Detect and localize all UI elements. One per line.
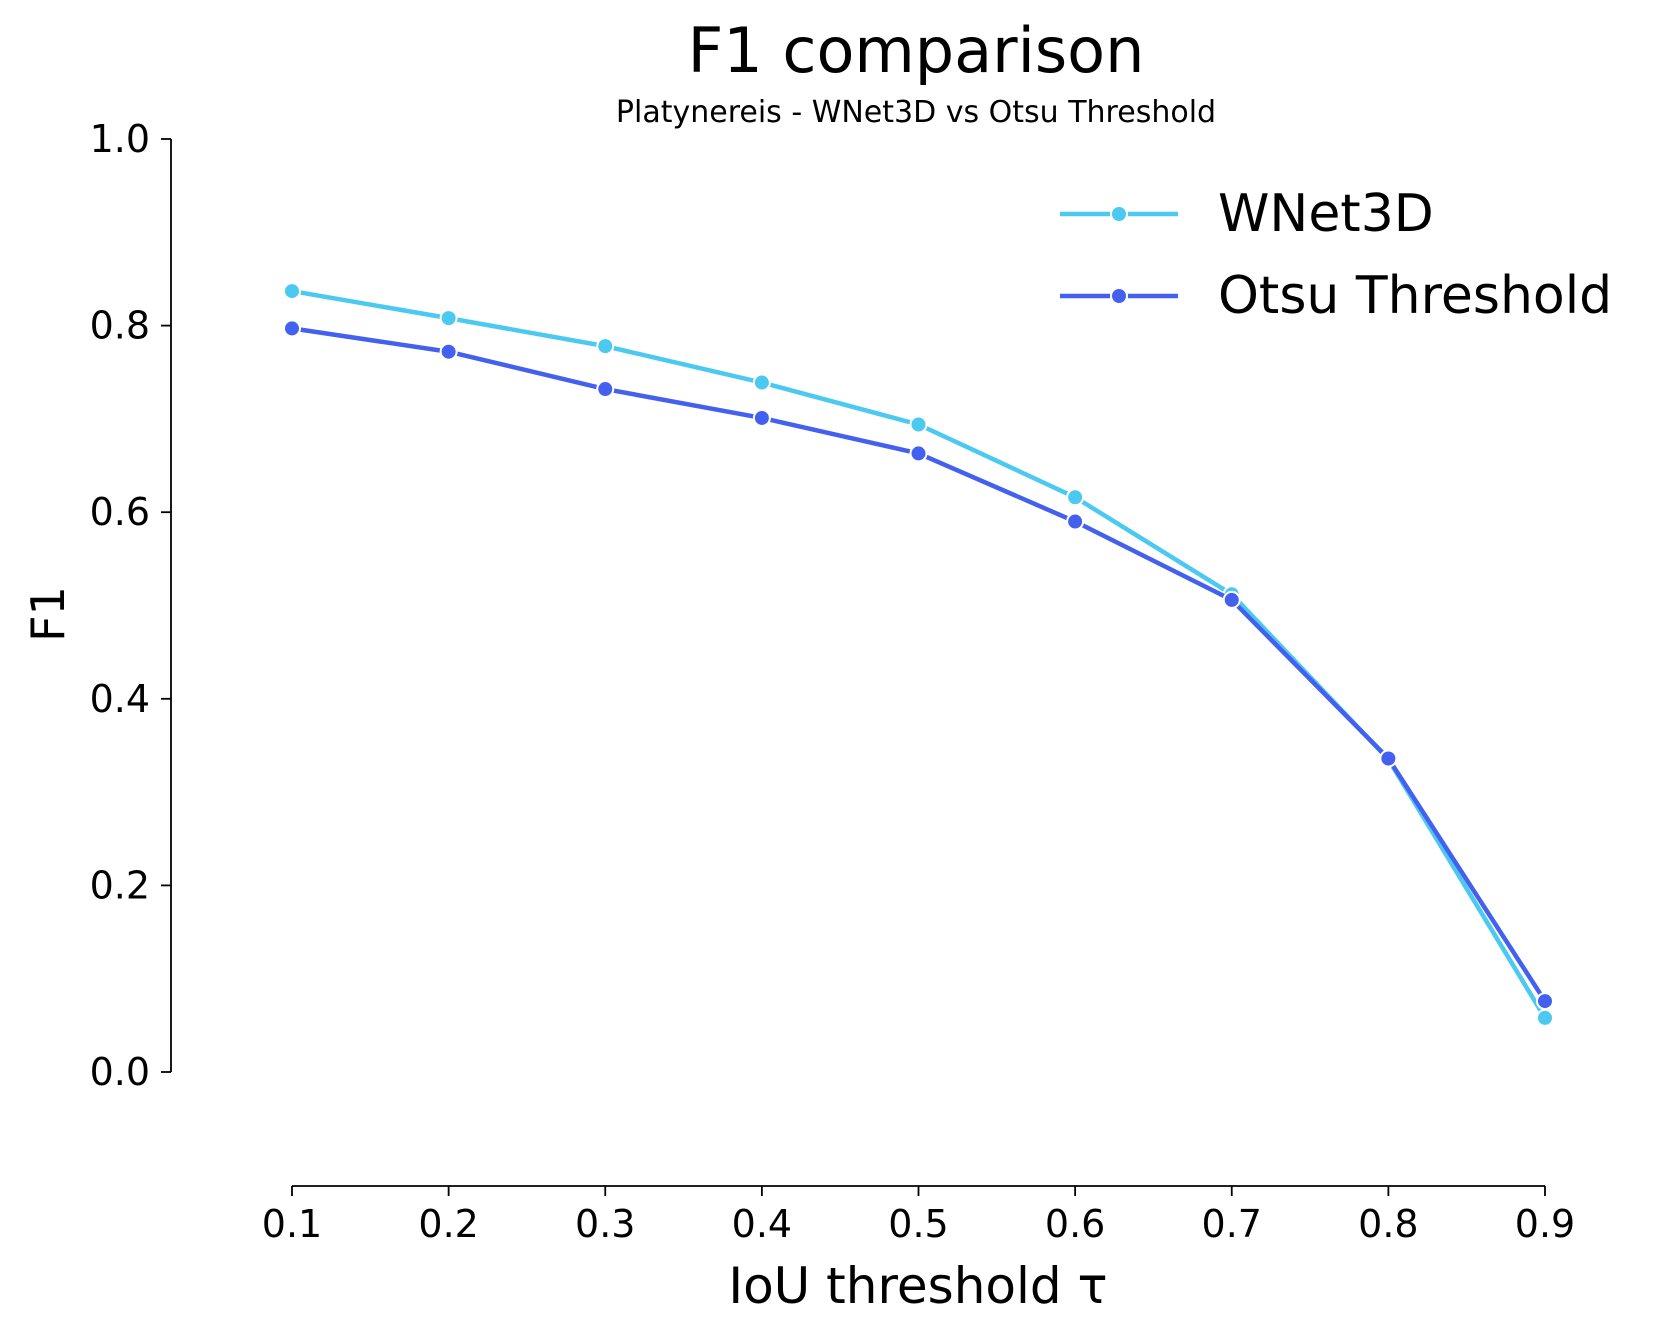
y-tick-label: 1.0 bbox=[90, 117, 150, 161]
y-tick-label: 0.2 bbox=[90, 863, 150, 907]
y-tick-label: 0.4 bbox=[90, 677, 150, 721]
x-tick-group: 0.1 0.2 0.3 0.4 0.5 0.6 0.7 0.8 0.9 bbox=[262, 1186, 1575, 1246]
data-point-otsu-threshold bbox=[596, 380, 615, 399]
legend-label-otsu: Otsu Threshold bbox=[1218, 266, 1612, 326]
data-point-wnet3d bbox=[283, 282, 301, 301]
data-point-otsu-threshold bbox=[1536, 992, 1554, 1011]
y-tick-group: 0.0 0.2 0.4 0.6 0.8 1.0 bbox=[90, 117, 171, 1094]
legend: WNet3D Otsu Threshold bbox=[1060, 184, 1612, 326]
legend-marker-otsu bbox=[1110, 287, 1128, 305]
y-tick-label: 0.0 bbox=[90, 1050, 150, 1094]
data-point-otsu-threshold bbox=[439, 342, 458, 361]
x-tick-label: 0.6 bbox=[1045, 1202, 1105, 1246]
data-point-otsu-threshold bbox=[909, 444, 928, 463]
x-tick-label: 0.4 bbox=[732, 1202, 792, 1246]
series-line-wnet3d bbox=[289, 288, 1548, 1021]
x-tick-label: 0.2 bbox=[418, 1202, 478, 1246]
x-tick-label: 0.5 bbox=[888, 1202, 948, 1246]
data-point-wnet3d bbox=[909, 415, 928, 434]
data-point-otsu-threshold bbox=[1066, 512, 1085, 531]
data-point-wnet3d bbox=[1536, 1008, 1554, 1027]
data-point-wnet3d bbox=[752, 373, 771, 392]
y-axis-label: F1 bbox=[21, 586, 75, 642]
x-axis-label: IoU threshold τ bbox=[728, 1257, 1107, 1315]
chart-title: F1 comparison bbox=[688, 14, 1145, 87]
data-point-wnet3d bbox=[439, 309, 458, 328]
legend-label-wnet3d: WNet3D bbox=[1218, 184, 1434, 244]
x-tick-label: 0.8 bbox=[1358, 1202, 1418, 1246]
legend-marker-wnet3d bbox=[1110, 205, 1128, 223]
data-point-otsu-threshold bbox=[752, 408, 771, 427]
chart-subtitle: Platynereis - WNet3D vs Otsu Threshold bbox=[616, 95, 1216, 130]
x-tick-label: 0.7 bbox=[1202, 1202, 1262, 1246]
series-wnet3d bbox=[283, 282, 1554, 1027]
data-point-otsu-threshold bbox=[1222, 590, 1241, 609]
x-tick-label: 0.3 bbox=[575, 1202, 635, 1246]
y-tick-label: 0.8 bbox=[90, 304, 150, 348]
plot-area bbox=[283, 282, 1554, 1027]
y-tick-label: 0.6 bbox=[90, 490, 150, 534]
data-point-wnet3d bbox=[596, 337, 615, 356]
x-tick-label: 0.1 bbox=[262, 1202, 322, 1246]
data-point-wnet3d bbox=[1066, 488, 1085, 507]
series-otsu-threshold bbox=[283, 319, 1554, 1011]
data-point-otsu-threshold bbox=[283, 319, 301, 338]
data-point-otsu-threshold bbox=[1379, 749, 1398, 768]
x-tick-label: 0.9 bbox=[1515, 1202, 1575, 1246]
y-axis: 0.0 0.2 0.4 0.6 0.8 1.0 bbox=[90, 117, 172, 1094]
x-axis: 0.1 0.2 0.3 0.4 0.5 0.6 0.7 0.8 0.9 bbox=[262, 1185, 1575, 1246]
